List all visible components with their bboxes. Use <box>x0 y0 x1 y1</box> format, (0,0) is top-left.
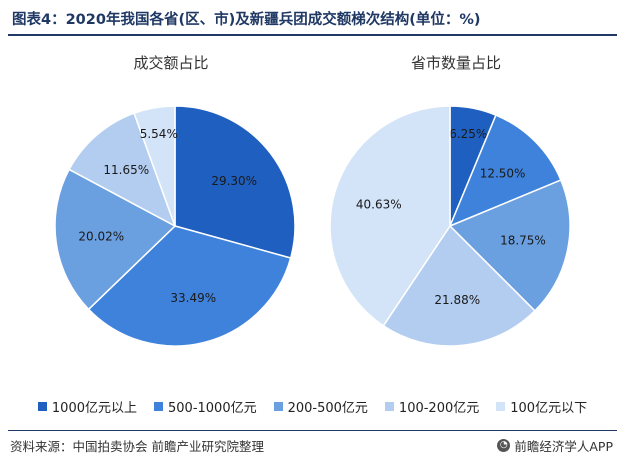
legend-swatch <box>384 402 394 411</box>
brand-logo-icon: ◔ <box>497 439 511 452</box>
left-pie-slice-4 <box>133 105 176 227</box>
legend-swatch <box>273 402 283 411</box>
legend-swatch <box>37 402 47 411</box>
footer-divider <box>8 430 617 431</box>
right-pie-slice-label-1: 12.50% <box>480 166 526 180</box>
right-pie-chart: 6.25% 12.50% 18.75% 21.88% 40.63% <box>329 105 571 347</box>
left-pie-slice-label-3: 11.65% <box>103 163 149 177</box>
title-divider <box>8 34 617 36</box>
legend-item-2: 200-500亿元 <box>273 397 368 416</box>
right-pie-slice-1 <box>448 114 562 228</box>
left-pie-slice-label-1: 33.49% <box>170 291 216 305</box>
left-pie-slice-label-0: 29.30% <box>211 174 257 188</box>
right-pie-slice-label-0: 6.25% <box>449 127 487 141</box>
left-pie-slice-3 <box>68 112 177 228</box>
legend-label: 100-200亿元 <box>398 401 480 416</box>
right-pie-slice-label-4: 40.63% <box>356 197 402 211</box>
legend: 1000亿元以上 500-1000亿元 200-500亿元 100-200亿元 100亿… <box>0 397 625 416</box>
legend-label: 100亿元以下 <box>510 401 588 416</box>
legend-label: 1000亿元以上 <box>51 401 137 416</box>
right-pie-slice-3 <box>382 224 536 347</box>
left-chart-title: 成交额占比 <box>133 54 209 72</box>
left-pie-slice-0 <box>174 105 296 259</box>
legend-item-4: 100亿元以下 <box>496 397 587 416</box>
right-chart-title: 省市数量占比 <box>410 54 501 72</box>
left-pie-slice-1 <box>87 225 292 347</box>
left-pie-chart: 29.30% 33.49% 20.02% 11.65% 5.54% <box>54 105 296 347</box>
right-pie-slice-label-2: 18.75% <box>500 234 546 248</box>
brand: ◔ 前瞻经济学人APP <box>497 436 613 455</box>
legend-item-0: 1000亿元以上 <box>37 397 137 416</box>
legend-swatch <box>154 402 163 411</box>
left-pie-slice-label-2: 20.02% <box>78 229 124 243</box>
brand-label: 前瞻经济学人APP <box>514 439 613 454</box>
legend-swatch <box>496 402 506 411</box>
source-note: 资料来源：中国拍卖协会 前瞻产业研究院整理 <box>10 439 264 454</box>
left-pie-slice-label-4: 5.54% <box>140 127 178 141</box>
chart-title: 图表4：2020年我国各省(区、市)及新疆兵团成交额梯次结构(单位：%) <box>12 12 481 28</box>
legend-label: 500-1000亿元 <box>168 401 257 416</box>
legend-item-1: 500-1000亿元 <box>154 397 257 416</box>
right-pie-slice-4 <box>329 105 451 327</box>
right-pie-slice-label-3: 21.88% <box>434 293 480 307</box>
left-pie-slice-2 <box>54 168 177 311</box>
legend-item-3: 100-200亿元 <box>384 397 480 416</box>
right-pie-slice-2 <box>448 179 571 312</box>
legend-label: 200-500亿元 <box>287 401 368 416</box>
